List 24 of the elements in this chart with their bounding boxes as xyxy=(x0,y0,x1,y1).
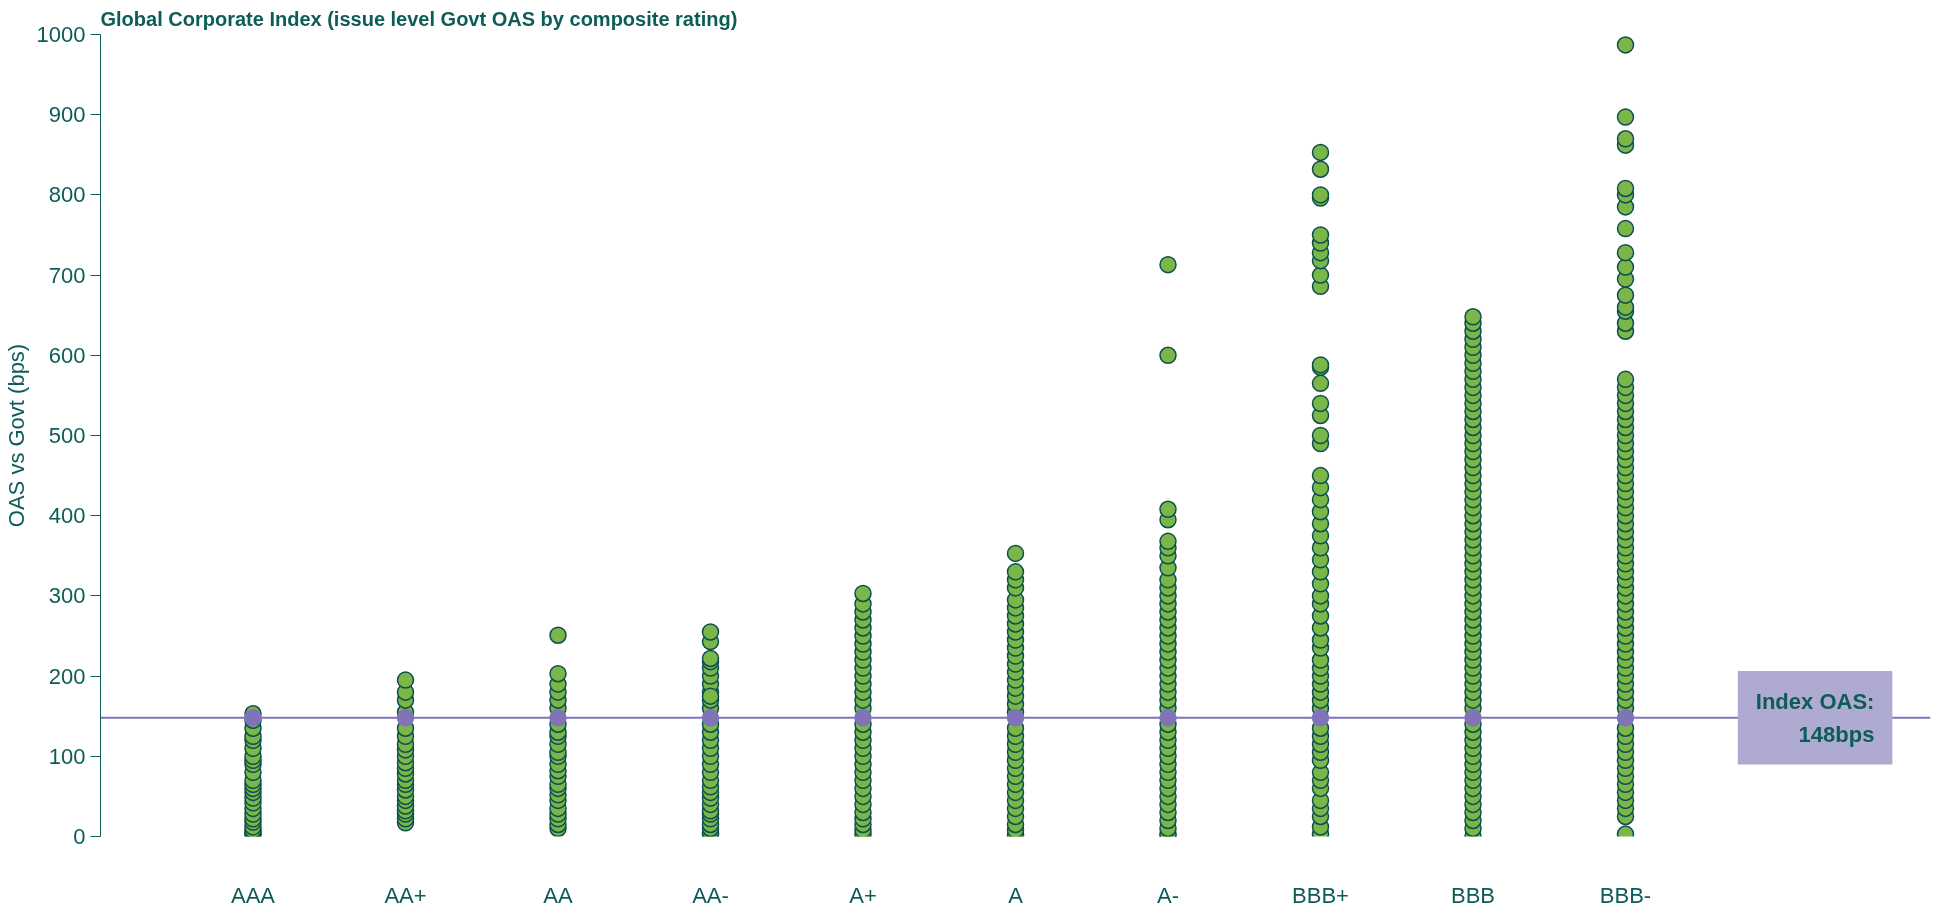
y-tick-label: 400 xyxy=(48,503,86,529)
y-tick-label: 0 xyxy=(73,824,86,849)
y-tick-label: 700 xyxy=(48,262,86,288)
x-tick-label: BBB+ xyxy=(1292,882,1349,908)
x-tick-label: A+ xyxy=(849,882,877,908)
x-tick-label: A xyxy=(1008,882,1024,908)
y-tick-label: 900 xyxy=(48,102,86,128)
y-tick-label: 500 xyxy=(48,423,86,448)
y-tick-label: 1000 xyxy=(36,22,86,47)
x-tick-label: BBB xyxy=(1450,882,1496,908)
y-axis-title: OAS vs Govt (bps) xyxy=(3,343,29,528)
y-tick-label: 200 xyxy=(48,663,86,689)
x-tick-label: AAA xyxy=(230,882,276,908)
x-tick-label: A- xyxy=(1157,882,1179,908)
y-tick-label: 600 xyxy=(48,342,86,368)
y-tick-label: 800 xyxy=(48,182,86,208)
x-tick-label: AA- xyxy=(692,882,729,908)
x-tick-label: AA xyxy=(543,882,573,908)
ref-line-label: Index OAS: 148bps xyxy=(1755,689,1875,747)
x-tick-label: AA+ xyxy=(384,882,427,908)
chart-title: Global Corporate Index (issue level Govt OAS by composite rating) xyxy=(100,7,738,30)
x-tick-label: BBB- xyxy=(1599,882,1652,908)
y-tick-label: 300 xyxy=(48,583,86,609)
y-tick-label: 100 xyxy=(48,743,86,769)
